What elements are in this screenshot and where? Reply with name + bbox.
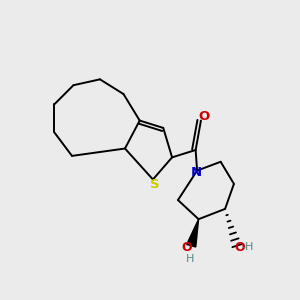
Text: O: O	[182, 241, 192, 254]
Text: H: H	[186, 254, 194, 264]
Text: O: O	[198, 110, 209, 123]
Polygon shape	[187, 219, 199, 247]
Text: S: S	[151, 178, 160, 191]
Text: N: N	[191, 166, 202, 178]
Text: O: O	[234, 241, 244, 254]
Text: -H: -H	[242, 242, 254, 252]
